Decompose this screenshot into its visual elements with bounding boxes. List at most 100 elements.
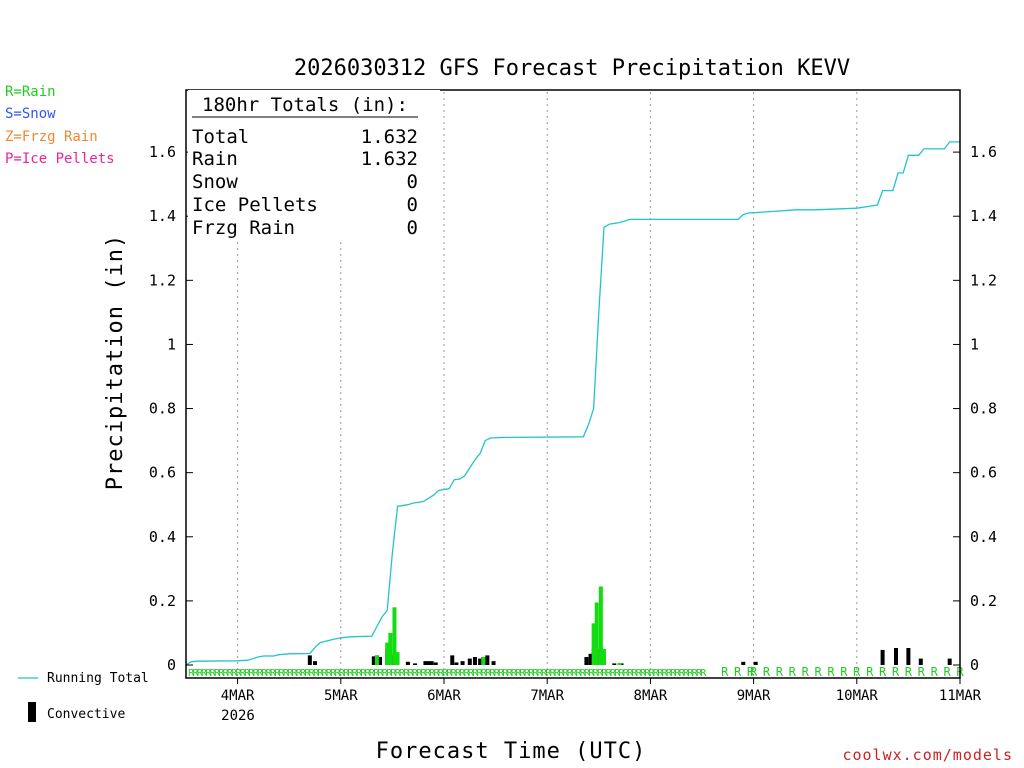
precip-type-marker: R <box>201 668 208 679</box>
precip-type-marker: R <box>692 668 699 679</box>
convective-bar <box>423 661 428 665</box>
chart-title: 2026030312 GFS Forecast Precipitation KE… <box>294 56 850 81</box>
precip-type-marker: R <box>322 668 329 679</box>
series-legend: Running Total Convective <box>18 671 149 722</box>
precip-type-marker: R <box>304 668 311 679</box>
precip-type-marker: R <box>666 668 673 679</box>
precip-type-marker: R <box>261 668 268 679</box>
totals-box-background <box>188 90 440 238</box>
precip-type-marker: R <box>188 668 195 679</box>
precip-type-marker: R <box>593 668 600 679</box>
precip-type-marker: R <box>472 668 479 679</box>
precip-type-marker: R <box>296 668 303 679</box>
precip-type-marker: R <box>403 668 410 679</box>
precip-type-marker: R <box>283 668 290 679</box>
legend-convective-label: Convective <box>47 707 125 722</box>
precip-type-marker: R <box>558 668 565 679</box>
convective-bar <box>467 658 472 665</box>
precip-type-marker: R <box>360 668 367 679</box>
precip-type-marker: R <box>905 665 913 679</box>
convective-bar <box>371 656 376 665</box>
ytick-label-right: 0.6 <box>970 464 997 482</box>
precip-type-marker: R <box>866 665 874 679</box>
precip-type-marker: R <box>623 668 630 679</box>
precip-type-marker: R <box>511 668 518 679</box>
x-axis-label: Forecast Time (UTC) <box>376 739 647 764</box>
precip-type-marker: R <box>231 668 238 679</box>
precip-type-marker: R <box>502 668 509 679</box>
totals-value-ice-pellets: 0 <box>407 194 418 216</box>
precip-type-marker: R <box>425 668 432 679</box>
precip-type-marker: R <box>274 668 281 679</box>
precip-type-marker: R <box>248 668 255 679</box>
precip-type-marker: R <box>606 668 613 679</box>
precip-type-marker: R <box>291 668 298 679</box>
precip-type-marker: R <box>412 668 419 679</box>
totals-value-total: 1.632 <box>361 126 418 148</box>
totals-value-snow: 0 <box>407 171 418 193</box>
precip-type-marker: R <box>390 668 397 679</box>
precip-type-marker: R <box>382 668 389 679</box>
rain-bar <box>392 607 397 665</box>
rain-bar <box>617 663 622 665</box>
y-axis-ticks: 0 00.2 0.20.4 0.40.6 0.60.8 0.81 11.2 1.21.4 1.4… <box>149 143 997 674</box>
precip-type-marker: R <box>287 668 294 679</box>
precip-type-marker: R <box>395 668 402 679</box>
precip-type-marker: R <box>532 668 539 679</box>
precip-type-marker: R <box>416 668 423 679</box>
precip-type-marker: R <box>734 665 742 679</box>
precip-type-marker: R <box>892 665 900 679</box>
precip-type-marker: R <box>464 668 471 679</box>
convective-bar <box>405 661 410 665</box>
precip-type-marker: R <box>814 665 822 679</box>
precip-type-marker: R <box>326 668 333 679</box>
convective-bar <box>472 656 477 665</box>
convective-bar <box>894 648 899 665</box>
year-label: 2026 <box>221 708 255 724</box>
precip-type-marker: R <box>571 668 578 679</box>
precip-type-marker: R <box>747 665 755 679</box>
rain-bar <box>594 602 599 665</box>
precip-type-marker: R <box>537 668 544 679</box>
precip-type-marker: R <box>567 668 574 679</box>
precip-type-marker: R <box>524 668 531 679</box>
xtick-label: 4MAR <box>221 688 255 704</box>
precip-type-marker: R <box>580 668 587 679</box>
precip-type-marker: R <box>653 668 660 679</box>
totals-label-frzg-rain: Frzg Rain <box>192 217 295 239</box>
precip-type-marker: R <box>610 668 617 679</box>
precip-type-marker: R <box>563 668 570 679</box>
precip-type-marker: R <box>498 668 505 679</box>
legend-convective-swatch <box>28 702 36 722</box>
legend-running-total-label: Running Total <box>47 671 149 686</box>
precip-type-marker: R <box>408 668 415 679</box>
convective-bar <box>433 662 438 665</box>
precip-type-marker: R <box>627 668 634 679</box>
precip-type-marker: R <box>347 668 354 679</box>
precip-type-marker: R <box>597 668 604 679</box>
precip-type-marker: R <box>476 668 483 679</box>
precip-type-marker: R <box>257 668 264 679</box>
ytick-label-right: 0 <box>970 656 979 674</box>
precip-type-marker: R <box>343 668 350 679</box>
precip-type-marker: R <box>700 668 707 679</box>
precip-type-marker: R <box>662 668 669 679</box>
ytick-label-right: 0.4 <box>970 528 997 546</box>
precip-type-marker: R <box>696 668 703 679</box>
precip-type-marker: R <box>446 668 453 679</box>
precip-type-marker: R <box>763 665 771 679</box>
ytick-label-left: 1 <box>167 335 176 353</box>
convective-bar <box>460 661 465 665</box>
convective-bar <box>450 655 455 665</box>
precip-type-marker: R <box>373 668 380 679</box>
precip-type-marker: R <box>309 668 316 679</box>
precip-type-marker: R <box>433 668 440 679</box>
convective-bar <box>413 663 418 665</box>
precip-type-legend: R=Rain S=Snow Z=Frzg Rain P=Ice Pellets <box>5 84 115 167</box>
precip-type-marker: R <box>918 665 926 679</box>
convective-bar <box>491 661 496 665</box>
precip-type-marker: R <box>317 668 324 679</box>
convective-bar <box>307 655 312 665</box>
convective-bar <box>880 649 885 665</box>
